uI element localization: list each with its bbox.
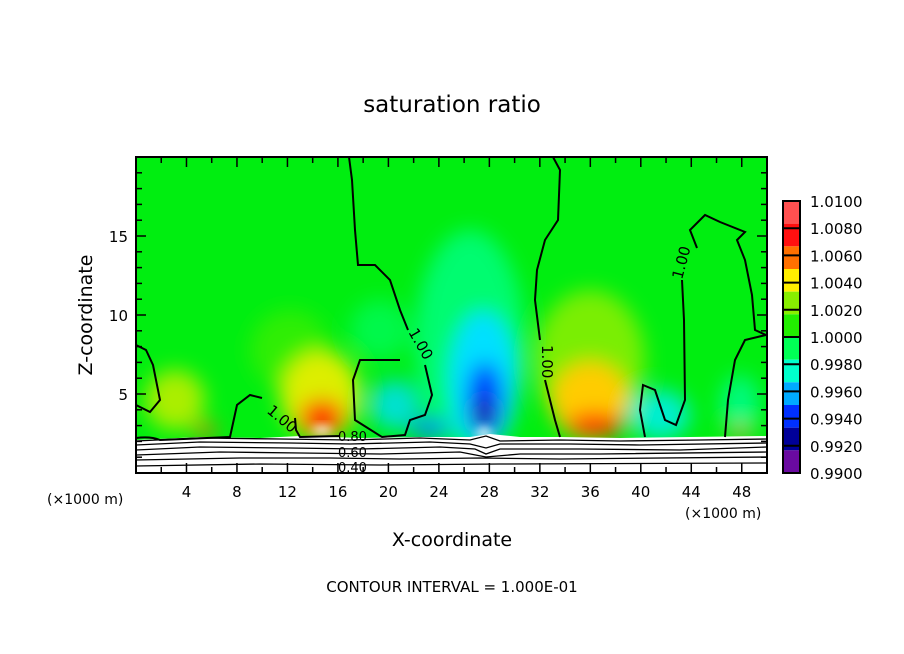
colorbar-label: 0.9900 [810,465,863,483]
colorbar-label: 1.0060 [810,247,863,265]
colorbar-label: 0.9980 [810,356,863,374]
x-tick-label: 24 [429,483,448,501]
colorbar-label: 0.9960 [810,383,863,401]
colorbar-band [783,359,800,383]
x-unit-label-left: (×1000 m) [47,492,123,508]
axis-ticks [136,157,767,473]
x-tick-label: 8 [232,483,242,501]
y-tick-label: 5 [118,386,128,404]
moist-core [567,413,623,437]
x-unit-label-right: (×1000 m) [685,506,761,522]
colorbar-label: 0.9920 [810,438,863,456]
colorbar-label: 1.0100 [810,193,863,211]
colorbar-band [783,246,800,269]
x-tick-label: 32 [530,483,549,501]
colorbar-band [783,291,800,315]
colorbar-band [783,337,800,360]
x-tick-label: 40 [631,483,650,501]
colorbar-label: 1.0020 [810,302,863,320]
dry-patch [370,380,420,430]
field-blobs [145,230,760,450]
x-tick-label: 28 [480,483,499,501]
contour-1-00 [136,157,767,442]
x-tick-labels: 4 8 12 16 20 24 28 32 36 40 44 48 [182,483,752,501]
colorbar-label: 1.0000 [810,329,863,347]
plot-field [136,157,767,473]
colorbar: 1.0100 1.0080 1.0060 1.0040 1.0020 1.0000 0.99… [782,193,863,483]
dry-patch [410,418,450,438]
colorbar-band [783,269,800,292]
saturated-spot [312,426,332,434]
colorbar-band [783,314,800,337]
x-tick-label: 48 [732,483,751,501]
colorbar-band [783,427,800,451]
x-tick-label: 12 [278,483,297,501]
y-tick-labels: 5 10 15 [109,228,128,404]
x-tick-label: 4 [182,483,192,501]
contour-label: 0.80 [338,430,367,445]
moist-core [193,424,217,436]
x-axis-label: X-coordinate [392,529,512,551]
colorbar-band [783,201,800,224]
y-tick-label: 10 [109,307,128,325]
moist-halo [145,370,205,430]
x-tick-label: 20 [379,483,398,501]
y-axis-label: Z-coordinate [75,255,97,376]
colorbar-label: 1.0040 [810,275,863,293]
contour-label: 0.60 [338,446,367,461]
x-tick-label: 36 [581,483,600,501]
x-tick-label: 44 [682,483,701,501]
colorbar-band [783,450,800,473]
colorbar-band [783,405,800,428]
contour-interval: CONTOUR INTERVAL = 1.000E-01 [326,578,577,596]
colorbar-label: 1.0080 [810,220,863,238]
moist-halo [350,300,410,360]
dry-core [474,397,494,433]
colorbar-band [783,382,800,405]
moist-core [730,427,750,437]
colorbar-label: 0.9940 [810,411,863,429]
dry-patch [630,390,690,440]
contour-label: 1.00 [538,345,556,378]
chart-title: saturation ratio [363,92,541,118]
y-tick-label: 15 [109,228,128,246]
moist-core [300,400,344,436]
terrain [136,434,767,473]
colorbar-frame [782,200,801,474]
x-tick-label: 16 [328,483,347,501]
colorbar-band [783,223,800,247]
